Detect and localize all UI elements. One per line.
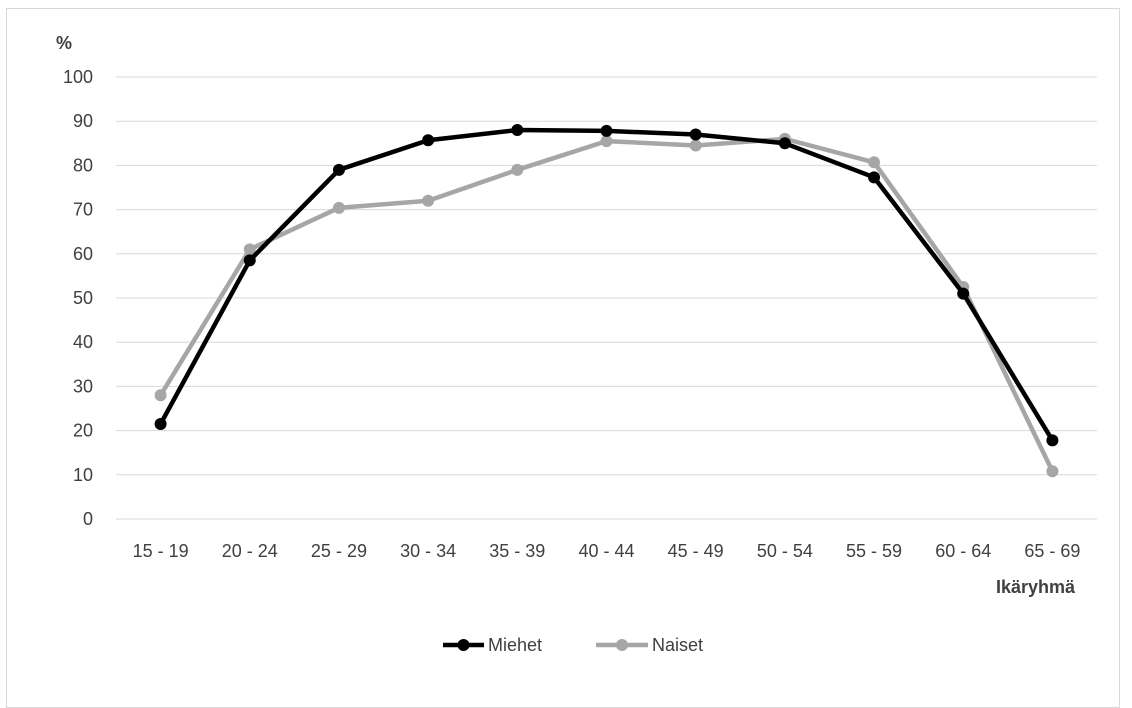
data-point xyxy=(957,287,970,300)
data-point xyxy=(778,137,791,150)
legend-item-naiset: Naiset xyxy=(596,635,703,655)
data-point xyxy=(689,139,702,152)
data-point xyxy=(332,201,345,214)
x-tick-label: 45 - 49 xyxy=(668,541,724,561)
legend-item-miehet: Miehet xyxy=(443,635,542,655)
y-tick-label: 0 xyxy=(83,509,93,529)
y-tick-label: 100 xyxy=(63,67,93,87)
x-axis-ticks: 15 - 19 20 - 24 25 - 29 30 - 34 35 - 39 40 - … xyxy=(133,541,1081,561)
data-point xyxy=(332,163,345,176)
legend-label: Miehet xyxy=(488,635,542,655)
series-naiset xyxy=(154,132,1059,478)
series-layer xyxy=(154,124,1059,478)
y-tick-label: 70 xyxy=(73,200,93,220)
y-axis-label: % xyxy=(56,33,72,53)
data-point xyxy=(511,163,524,176)
legend-swatch-marker xyxy=(616,639,628,651)
y-tick-label: 90 xyxy=(73,111,93,131)
data-point xyxy=(600,124,613,137)
y-tick-label: 50 xyxy=(73,288,93,308)
data-point xyxy=(600,135,613,148)
series-miehet xyxy=(154,124,1059,447)
data-point xyxy=(689,128,702,141)
data-point xyxy=(243,254,256,267)
x-tick-label: 25 - 29 xyxy=(311,541,367,561)
data-point xyxy=(1046,434,1059,447)
data-point xyxy=(422,134,435,147)
data-point xyxy=(1046,465,1059,478)
legend-label: Naiset xyxy=(652,635,703,655)
data-point xyxy=(154,417,167,430)
y-tick-label: 10 xyxy=(73,465,93,485)
x-tick-label: 20 - 24 xyxy=(222,541,278,561)
x-tick-label: 15 - 19 xyxy=(133,541,189,561)
x-tick-label: 30 - 34 xyxy=(400,541,456,561)
legend: Miehet Naiset xyxy=(443,635,703,655)
y-axis-ticks: 0 10 20 30 40 50 60 70 80 90 100 xyxy=(63,67,93,529)
data-point xyxy=(422,194,435,207)
y-tick-label: 20 xyxy=(73,421,93,441)
data-point xyxy=(243,243,256,256)
y-tick-label: 30 xyxy=(73,376,93,396)
x-tick-label: 60 - 64 xyxy=(935,541,991,561)
x-tick-label: 35 - 39 xyxy=(489,541,545,561)
data-point xyxy=(868,171,881,184)
data-point xyxy=(868,156,881,169)
y-tick-label: 60 xyxy=(73,244,93,264)
data-point xyxy=(154,389,167,402)
y-tick-label: 40 xyxy=(73,332,93,352)
x-tick-label: 55 - 59 xyxy=(846,541,902,561)
x-tick-label: 65 - 69 xyxy=(1024,541,1080,561)
data-point xyxy=(511,124,524,137)
x-tick-label: 40 - 44 xyxy=(578,541,634,561)
legend-swatch-marker xyxy=(457,639,470,651)
series-line xyxy=(158,136,1055,473)
line-chart: 0 10 20 30 40 50 60 70 80 90 100 15 - 19 20 - 24 25 … xyxy=(56,33,1097,655)
series-line xyxy=(158,127,1055,442)
x-axis-label: Ikäryhmä xyxy=(996,577,1076,597)
chart-frame xyxy=(6,8,1120,708)
x-tick-label: 50 - 54 xyxy=(757,541,813,561)
y-tick-label: 80 xyxy=(73,155,93,175)
